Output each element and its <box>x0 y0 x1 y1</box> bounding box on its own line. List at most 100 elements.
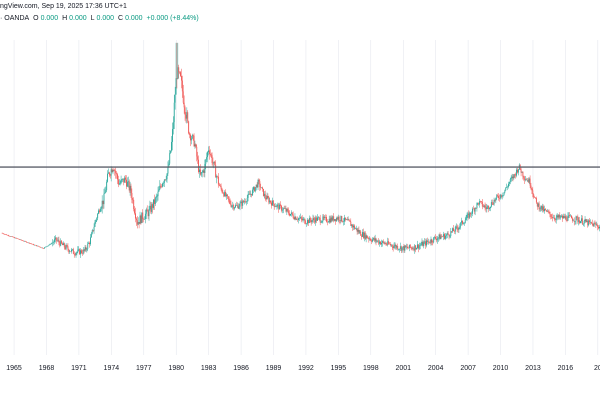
candle-body <box>188 121 190 134</box>
candle-body <box>157 191 159 197</box>
candle-body <box>160 185 162 187</box>
candle-body <box>121 179 123 181</box>
candle-body <box>367 237 369 239</box>
candle-body <box>168 163 170 167</box>
candle-body <box>244 201 245 203</box>
candle-body <box>442 236 444 238</box>
candle-body <box>464 220 466 224</box>
candle-body <box>208 150 209 153</box>
candle-body <box>334 219 336 221</box>
candle-body <box>196 146 198 157</box>
candle-body <box>587 220 589 226</box>
candle-body <box>12 236 14 238</box>
candle-body <box>487 205 489 208</box>
candle-body <box>433 237 435 243</box>
candle-body <box>455 226 457 228</box>
candle-body <box>594 223 596 224</box>
candle-body <box>486 207 488 209</box>
x-tick-label: 1980 <box>168 365 184 372</box>
candle-body <box>533 194 535 198</box>
candle-body <box>187 112 189 122</box>
candle-body <box>384 243 386 244</box>
candle-body <box>330 217 332 223</box>
candle-body <box>562 215 564 219</box>
x-tick-label: 1977 <box>136 365 152 372</box>
candle-body <box>590 221 592 224</box>
candle-body <box>508 183 509 187</box>
candle-body <box>347 219 349 221</box>
candle-body <box>453 228 454 232</box>
candle-body <box>449 236 451 237</box>
candle-body <box>315 217 317 223</box>
x-tick-label: 2007 <box>460 365 476 372</box>
candle-body <box>85 247 87 250</box>
candle-body <box>321 221 323 223</box>
candle-body <box>117 174 118 180</box>
candle-body <box>192 134 194 136</box>
candle-body <box>322 216 324 222</box>
candle-body <box>14 237 16 239</box>
candle-body <box>444 234 445 239</box>
candle-body <box>424 241 426 243</box>
candle-body <box>2 233 4 234</box>
candle-body <box>220 185 222 189</box>
candle-body <box>278 204 280 210</box>
candle-body <box>58 239 60 243</box>
x-tick-label: 2016 <box>558 365 574 372</box>
candle-body <box>412 248 414 250</box>
candle-body <box>403 246 405 251</box>
candle-body <box>446 233 448 235</box>
candle-body <box>273 203 275 207</box>
candle-body <box>598 226 600 229</box>
candle-body <box>91 230 93 234</box>
candle-body <box>147 211 149 217</box>
candle-body <box>462 220 463 224</box>
candle-body <box>108 172 110 176</box>
candle-body <box>216 176 218 178</box>
candle-body <box>8 235 10 237</box>
candle-body <box>591 223 593 224</box>
grid-lines <box>13 40 599 355</box>
candle-body <box>523 176 525 179</box>
candle-body <box>195 144 197 147</box>
candle-body <box>444 235 446 239</box>
candle-body <box>494 199 496 201</box>
candle-body <box>65 245 67 249</box>
candle-body <box>84 247 86 251</box>
candle-body <box>24 241 26 242</box>
candle-body <box>174 94 176 103</box>
candle-body <box>596 224 598 226</box>
candle-body <box>185 114 187 119</box>
candle-body <box>253 187 254 190</box>
candle-body <box>392 246 394 248</box>
candle-body <box>413 248 415 251</box>
candle-body <box>451 231 453 232</box>
candle-body <box>581 218 583 225</box>
candle-body <box>78 249 80 250</box>
candle-body <box>410 247 412 248</box>
candle-body <box>38 246 40 247</box>
candle-body <box>401 247 403 251</box>
candle-body <box>360 231 362 236</box>
candle-body <box>301 218 303 220</box>
candle-body <box>15 237 17 239</box>
candle-body <box>341 216 343 222</box>
candle-body <box>143 219 145 220</box>
candle-body <box>399 248 400 250</box>
candle-body <box>563 215 565 219</box>
candle-body <box>64 247 66 249</box>
candle-body <box>506 187 508 188</box>
candle-body <box>231 205 233 207</box>
candle-body <box>545 209 547 212</box>
candle-body <box>500 194 502 197</box>
candle-body <box>510 178 512 180</box>
candle-body <box>240 201 242 204</box>
candle-body <box>350 221 352 226</box>
candle-body <box>226 194 228 197</box>
candle-body <box>263 193 265 197</box>
candle-body <box>109 175 111 176</box>
x-tick-label: 1989 <box>266 365 282 372</box>
candle-body <box>452 228 454 232</box>
candle-body <box>417 244 419 249</box>
